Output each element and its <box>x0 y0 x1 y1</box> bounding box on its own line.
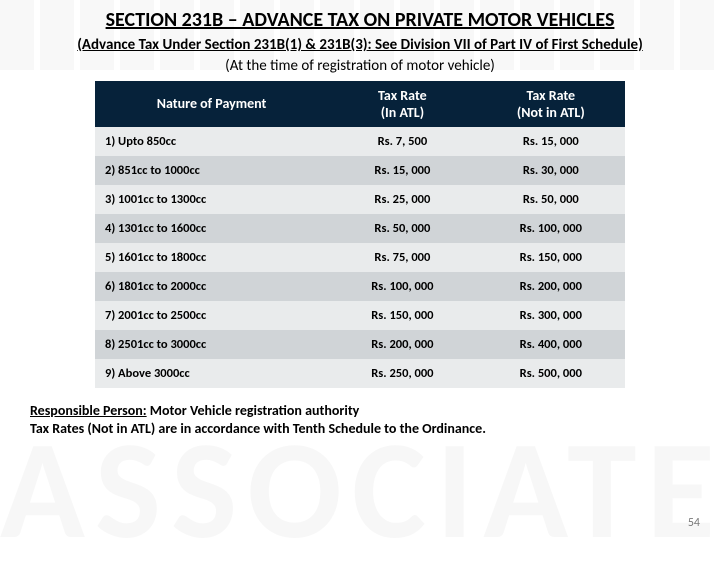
cell-not-atl: Rs. 100, 000 <box>477 214 625 243</box>
cell-nature: 9) Above 3000cc <box>95 359 328 388</box>
page-number: 54 <box>688 516 700 530</box>
table-row: 8) 2501cc to 3000cc Rs. 200, 000 Rs. 400… <box>95 330 625 359</box>
cell-in-atl: Rs. 250, 000 <box>328 359 476 388</box>
table-body: 1) Upto 850cc Rs. 7, 500 Rs. 15, 000 2) … <box>95 127 625 388</box>
table-row: 4) 1301cc to 1600cc Rs. 50, 000 Rs. 100,… <box>95 214 625 243</box>
col-header-not-atl: Tax Rate (Not in ATL) <box>477 81 625 127</box>
cell-in-atl: Rs. 25, 000 <box>328 185 476 214</box>
section-subtitle: (Advance Tax Under Section 231B(1) & 231… <box>30 36 690 55</box>
cell-nature: 4) 1301cc to 1600cc <box>95 214 328 243</box>
footer-note-line: Tax Rates (Not in ATL) are in accordance… <box>30 420 690 438</box>
slide-content: SECTION 231B – ADVANCE TAX ON PRIVATE MO… <box>0 0 720 438</box>
table-header-row: Nature of Payment Tax Rate (In ATL) Tax … <box>95 81 625 127</box>
table-row: 3) 1001cc to 1300cc Rs. 25, 000 Rs. 50, … <box>95 185 625 214</box>
col-header-in-atl: Tax Rate (In ATL) <box>328 81 476 127</box>
col-header-in-atl-line1: Tax Rate <box>378 87 427 104</box>
col-header-in-atl-line2: (In ATL) <box>381 104 424 121</box>
table-row: 1) Upto 850cc Rs. 7, 500 Rs. 15, 000 <box>95 127 625 156</box>
cell-nature: 7) 2001cc to 2500cc <box>95 301 328 330</box>
cell-not-atl: Rs. 300, 000 <box>477 301 625 330</box>
table-row: 9) Above 3000cc Rs. 250, 000 Rs. 500, 00… <box>95 359 625 388</box>
section-title: SECTION 231B – ADVANCE TAX ON PRIVATE MO… <box>30 8 690 32</box>
cell-not-atl: Rs. 50, 000 <box>477 185 625 214</box>
responsible-person-label: Responsible Person: <box>30 402 147 419</box>
cell-nature: 1) Upto 850cc <box>95 127 328 156</box>
cell-not-atl: Rs. 150, 000 <box>477 243 625 272</box>
col-header-not-atl-line2: (Not in ATL) <box>517 104 585 121</box>
watermark-text: ASSOCIATES <box>0 420 720 560</box>
cell-not-atl: Rs. 30, 000 <box>477 156 625 185</box>
footer-notes: Responsible Person: Motor Vehicle regist… <box>30 402 690 438</box>
responsible-person-text: Motor Vehicle registration authority <box>147 402 360 419</box>
cell-not-atl: Rs. 500, 000 <box>477 359 625 388</box>
cell-in-atl: Rs. 7, 500 <box>328 127 476 156</box>
cell-nature: 5) 1601cc to 1800cc <box>95 243 328 272</box>
cell-nature: 3) 1001cc to 1300cc <box>95 185 328 214</box>
cell-not-atl: Rs. 15, 000 <box>477 127 625 156</box>
cell-in-atl: Rs. 15, 000 <box>328 156 476 185</box>
tax-rate-table: Nature of Payment Tax Rate (In ATL) Tax … <box>95 81 625 388</box>
cell-in-atl: Rs. 50, 000 <box>328 214 476 243</box>
col-header-not-atl-line1: Tax Rate <box>526 87 575 104</box>
cell-not-atl: Rs. 200, 000 <box>477 272 625 301</box>
cell-nature: 2) 851cc to 1000cc <box>95 156 328 185</box>
cell-not-atl: Rs. 400, 000 <box>477 330 625 359</box>
table-row: 7) 2001cc to 2500cc Rs. 150, 000 Rs. 300… <box>95 301 625 330</box>
cell-nature: 6) 1801cc to 2000cc <box>95 272 328 301</box>
table-row: 6) 1801cc to 2000cc Rs. 100, 000 Rs. 200… <box>95 272 625 301</box>
col-header-nature: Nature of Payment <box>95 81 328 127</box>
cell-in-atl: Rs. 150, 000 <box>328 301 476 330</box>
table-row: 2) 851cc to 1000cc Rs. 15, 000 Rs. 30, 0… <box>95 156 625 185</box>
cell-in-atl: Rs. 75, 000 <box>328 243 476 272</box>
cell-in-atl: Rs. 100, 000 <box>328 272 476 301</box>
cell-in-atl: Rs. 200, 000 <box>328 330 476 359</box>
section-subnote: (At the time of registration of motor ve… <box>30 57 690 75</box>
cell-nature: 8) 2501cc to 3000cc <box>95 330 328 359</box>
table-row: 5) 1601cc to 1800cc Rs. 75, 000 Rs. 150,… <box>95 243 625 272</box>
responsible-person-line: Responsible Person: Motor Vehicle regist… <box>30 402 690 420</box>
